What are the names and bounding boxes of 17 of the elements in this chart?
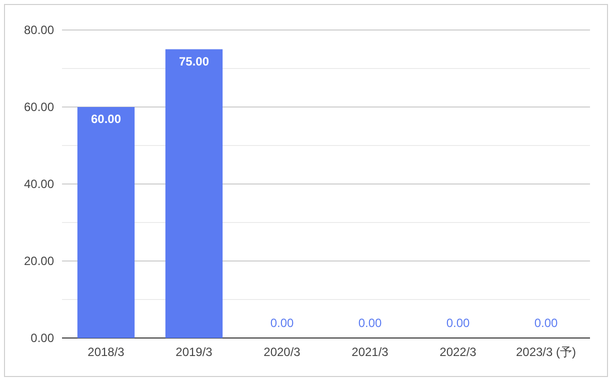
y-tick-label: 40.00 [24,177,54,191]
y-tick-label: 60.00 [24,100,54,114]
data-label: 0.00 [446,316,470,330]
data-label: 60.00 [90,112,122,126]
y-tick-label: 0.00 [30,331,54,345]
data-label: 0.00 [534,316,558,330]
y-tick-label: 80.00 [24,23,54,37]
x-tick-label: 2019/3 [176,345,213,359]
x-tick-label: 2020/3 [264,345,301,359]
data-label: 75.00 [178,54,210,68]
data-label: 0.00 [358,316,382,330]
x-tick-label: 2023/3 (予) [516,345,576,359]
data-label: 0.00 [270,316,294,330]
y-tick-label: 20.00 [24,254,54,268]
x-tick-label: 2022/3 [440,345,477,359]
x-tick-label: 2021/3 [352,345,389,359]
x-tick-label: 2018/3 [88,345,125,359]
